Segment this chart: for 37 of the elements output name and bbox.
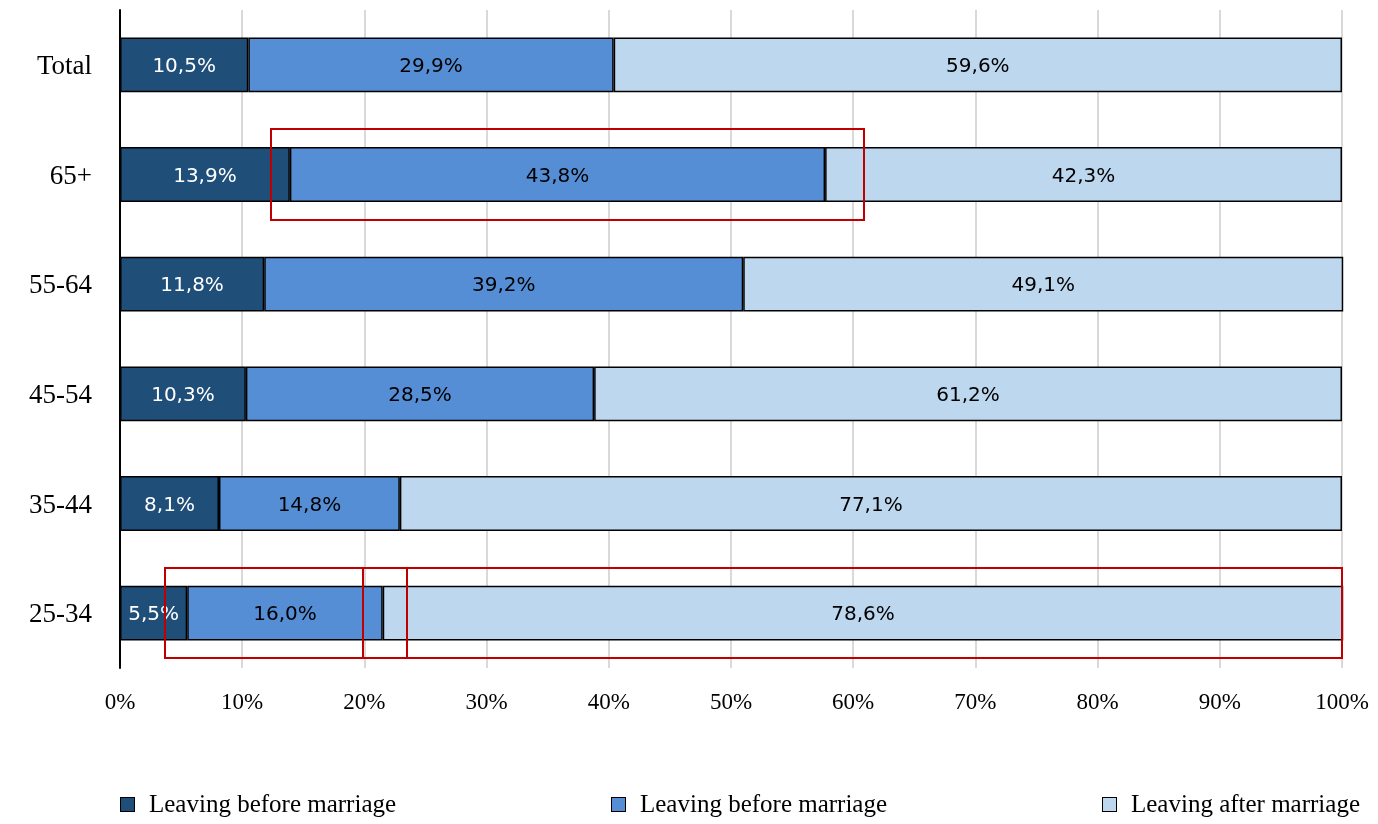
x-tick-label: 70% (954, 689, 997, 714)
x-tick-label: 20% (343, 689, 386, 714)
y-tick-label: 65+ (49, 159, 92, 190)
y-tick-label: 25-34 (29, 598, 93, 629)
data-label: 11,8% (160, 272, 224, 297)
x-tick-label: 90% (1198, 689, 1241, 714)
data-label: 13,9% (173, 162, 237, 187)
x-tick-label: 60% (832, 689, 875, 714)
x-tick-label: 80% (1076, 689, 1119, 714)
y-tick-label: 35-44 (29, 488, 93, 519)
x-tick-label: 10% (221, 689, 264, 714)
data-label: 16,0% (253, 601, 317, 626)
x-tick-label: 40% (587, 689, 630, 714)
y-tick-label: 45-54 (29, 378, 93, 409)
y-tick-label: 55-64 (29, 269, 93, 300)
data-label: 39,2% (471, 272, 536, 297)
data-label: 49,1% (1011, 272, 1075, 297)
data-label: 29,9% (399, 52, 463, 77)
legend-label: Leaving before marriage (639, 790, 888, 818)
data-label: 8,1% (144, 491, 195, 516)
y-tick-label: Total (36, 49, 92, 80)
data-label: 43,8% (525, 162, 590, 187)
data-label: 78,6% (831, 601, 895, 626)
data-label: 10,3% (151, 381, 215, 406)
data-label: 59,6% (946, 52, 1010, 77)
x-tick-label: 100% (1315, 689, 1369, 714)
data-label: 42,3% (1051, 162, 1116, 187)
data-label: 28,5% (388, 381, 452, 406)
x-tick-label: 30% (465, 689, 508, 714)
data-label: 10,5% (152, 52, 216, 77)
legend-label: Leaving before marriage (149, 790, 397, 818)
data-label: 61,2% (936, 381, 1000, 406)
data-label: 77,1% (839, 491, 903, 516)
x-tick-label: 50% (709, 689, 753, 714)
data-label: 14,8% (277, 491, 342, 516)
legend-label: Leaving after marriage (1130, 790, 1360, 818)
x-tick-label: 0% (104, 689, 136, 714)
